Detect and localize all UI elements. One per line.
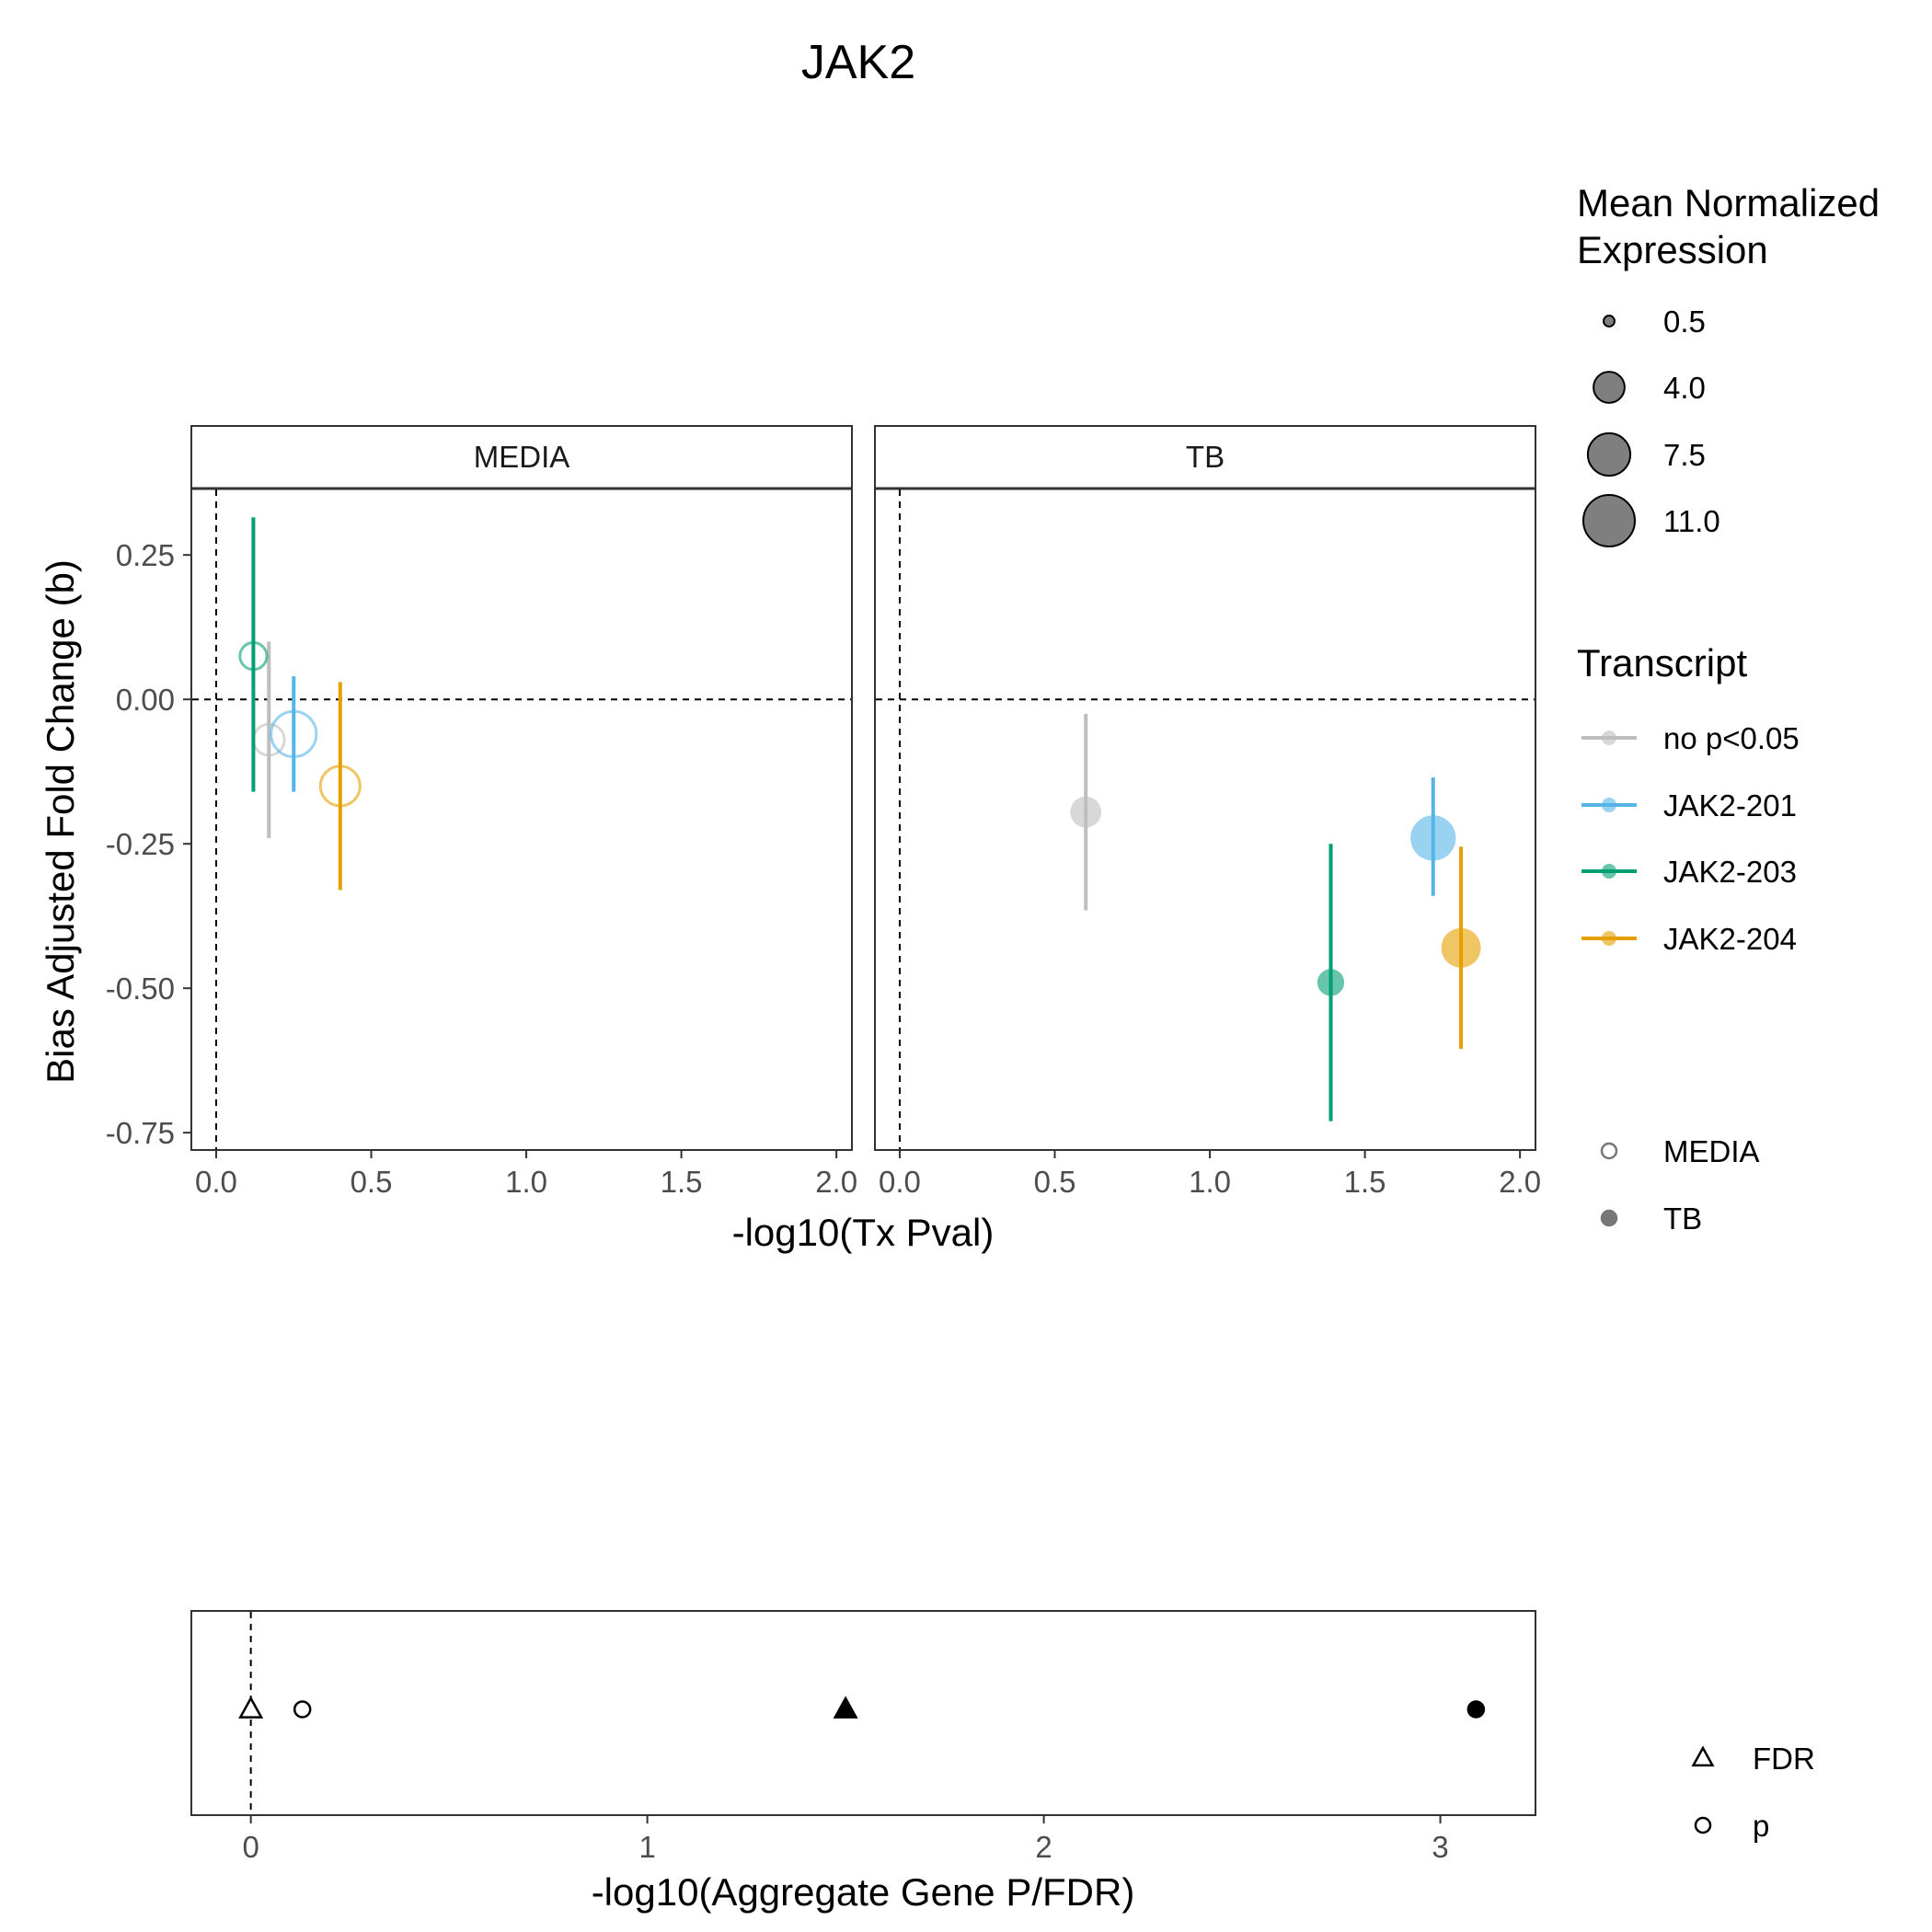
strip-tb xyxy=(874,425,1536,489)
x-tick-label-media: 1.5 xyxy=(661,1165,703,1199)
x-tick-label-aggregate: 2 xyxy=(1035,1830,1052,1864)
point-no-p-0-05-tb xyxy=(1070,796,1102,828)
condition-legend: MEDIA TB xyxy=(1600,1134,1760,1236)
size-legend-label: 0.5 xyxy=(1663,305,1706,339)
strip-label-tb: TB xyxy=(1186,440,1225,474)
y-tick-label: -0.75 xyxy=(106,1116,175,1150)
point-jak2-203-media xyxy=(238,640,269,672)
x-tick-label-tb: 2.0 xyxy=(1499,1165,1541,1199)
transcript-legend-label: no p<0.05 xyxy=(1663,721,1800,755)
transcript-legend-title: Transcript xyxy=(1577,641,1747,684)
x-tick-label-tb: 0.0 xyxy=(879,1165,921,1199)
panel-media-content xyxy=(192,489,851,1149)
size-legend-title-line2: Expression xyxy=(1577,228,1768,271)
y-axis-title-top: Bias Adjusted Fold Change (b) xyxy=(39,559,82,1084)
transcript-legend-dot xyxy=(1602,864,1616,879)
x-tick-label-aggregate: 3 xyxy=(1432,1830,1448,1864)
point-jak2-204-media xyxy=(318,765,362,808)
aggregate-p-media xyxy=(293,1700,312,1719)
size-legend-key xyxy=(1593,371,1626,404)
point-jak2-201-tb xyxy=(1410,815,1456,861)
condition-legend-key xyxy=(1600,1209,1618,1227)
panel-aggregate xyxy=(190,1610,1536,1816)
transcript-legend-label: JAK2-201 xyxy=(1663,788,1797,822)
aggregate-fdr-media xyxy=(238,1696,264,1719)
transcript-legend: no p<0.05 JAK2-201 JAK2-203 JAK2-204 xyxy=(1581,721,1800,956)
shape-legend-label: FDR xyxy=(1753,1742,1815,1776)
transcript-legend-label: JAK2-204 xyxy=(1663,922,1797,956)
y-tick-label: 0.00 xyxy=(116,683,175,717)
point-jak2-201-media xyxy=(270,709,318,758)
size-legend-title-line1: Mean Normalized xyxy=(1577,181,1880,224)
condition-legend-label: MEDIA xyxy=(1663,1134,1760,1168)
shape-legend-key-triangle xyxy=(1691,1745,1715,1767)
aggregate-p-tb xyxy=(1466,1700,1486,1719)
x-tick-label-tb: 1.5 xyxy=(1344,1165,1386,1199)
top-axes: 0.0 0.5 1.0 1.5 2.0 0.0 0.5 1.0 1.5 2.0 0.25 0.00 -0… xyxy=(106,538,1541,1199)
size-legend-label: 11.0 xyxy=(1663,504,1720,538)
transcript-legend-dot xyxy=(1602,798,1616,812)
x-tick-label-tb: 0.5 xyxy=(1034,1165,1076,1199)
point-jak2-204-tb xyxy=(1441,927,1481,968)
x-axis-title-bottom: -log10(Aggregate Gene P/FDR) xyxy=(592,1870,1135,1914)
strip-label-media: MEDIA xyxy=(474,440,570,474)
aggregate-fdr-tb xyxy=(833,1696,858,1719)
x-tick-label-media: 0.5 xyxy=(351,1165,393,1199)
transcript-legend-dot xyxy=(1602,931,1616,946)
size-legend-key xyxy=(1586,431,1632,477)
x-tick-label-media: 2.0 xyxy=(815,1165,857,1199)
size-legend-key xyxy=(1603,315,1616,328)
size-legend: 0.5 4.0 7.5 11.0 xyxy=(1582,305,1720,547)
x-tick-label-tb: 1.0 xyxy=(1189,1165,1231,1199)
condition-legend-key xyxy=(1600,1142,1618,1160)
panel-media xyxy=(190,488,853,1151)
transcript-legend-dot xyxy=(1602,730,1616,745)
strip-media xyxy=(190,425,853,489)
size-legend-key xyxy=(1582,494,1636,547)
bottom-content: 0 1 2 3 xyxy=(238,1612,1486,1864)
panel-tb-content xyxy=(876,489,1535,1149)
size-legend-label: 7.5 xyxy=(1663,438,1706,472)
condition-legend-label: TB xyxy=(1663,1202,1702,1236)
size-legend-label: 4.0 xyxy=(1663,371,1706,405)
x-tick-label-media: 1.0 xyxy=(505,1165,547,1199)
y-tick-label: -0.25 xyxy=(106,827,175,861)
panel-tb xyxy=(874,488,1536,1151)
x-axis-title-top: -log10(Tx Pval) xyxy=(732,1211,995,1254)
transcript-legend-label: JAK2-203 xyxy=(1663,855,1797,889)
shape-legend-label: p xyxy=(1753,1809,1769,1843)
x-tick-label-aggregate: 1 xyxy=(638,1830,655,1864)
point-jak2-203-tb xyxy=(1317,969,1345,996)
x-tick-label-aggregate: 0 xyxy=(242,1830,259,1864)
y-tick-label: -0.50 xyxy=(106,972,175,1006)
shape-legend: FDR p xyxy=(1691,1742,1815,1843)
chart-title: JAK2 xyxy=(801,36,915,89)
y-tick-label: 0.25 xyxy=(116,538,175,572)
x-tick-label-media: 0.0 xyxy=(195,1165,237,1199)
shape-legend-key-circle xyxy=(1694,1816,1712,1834)
